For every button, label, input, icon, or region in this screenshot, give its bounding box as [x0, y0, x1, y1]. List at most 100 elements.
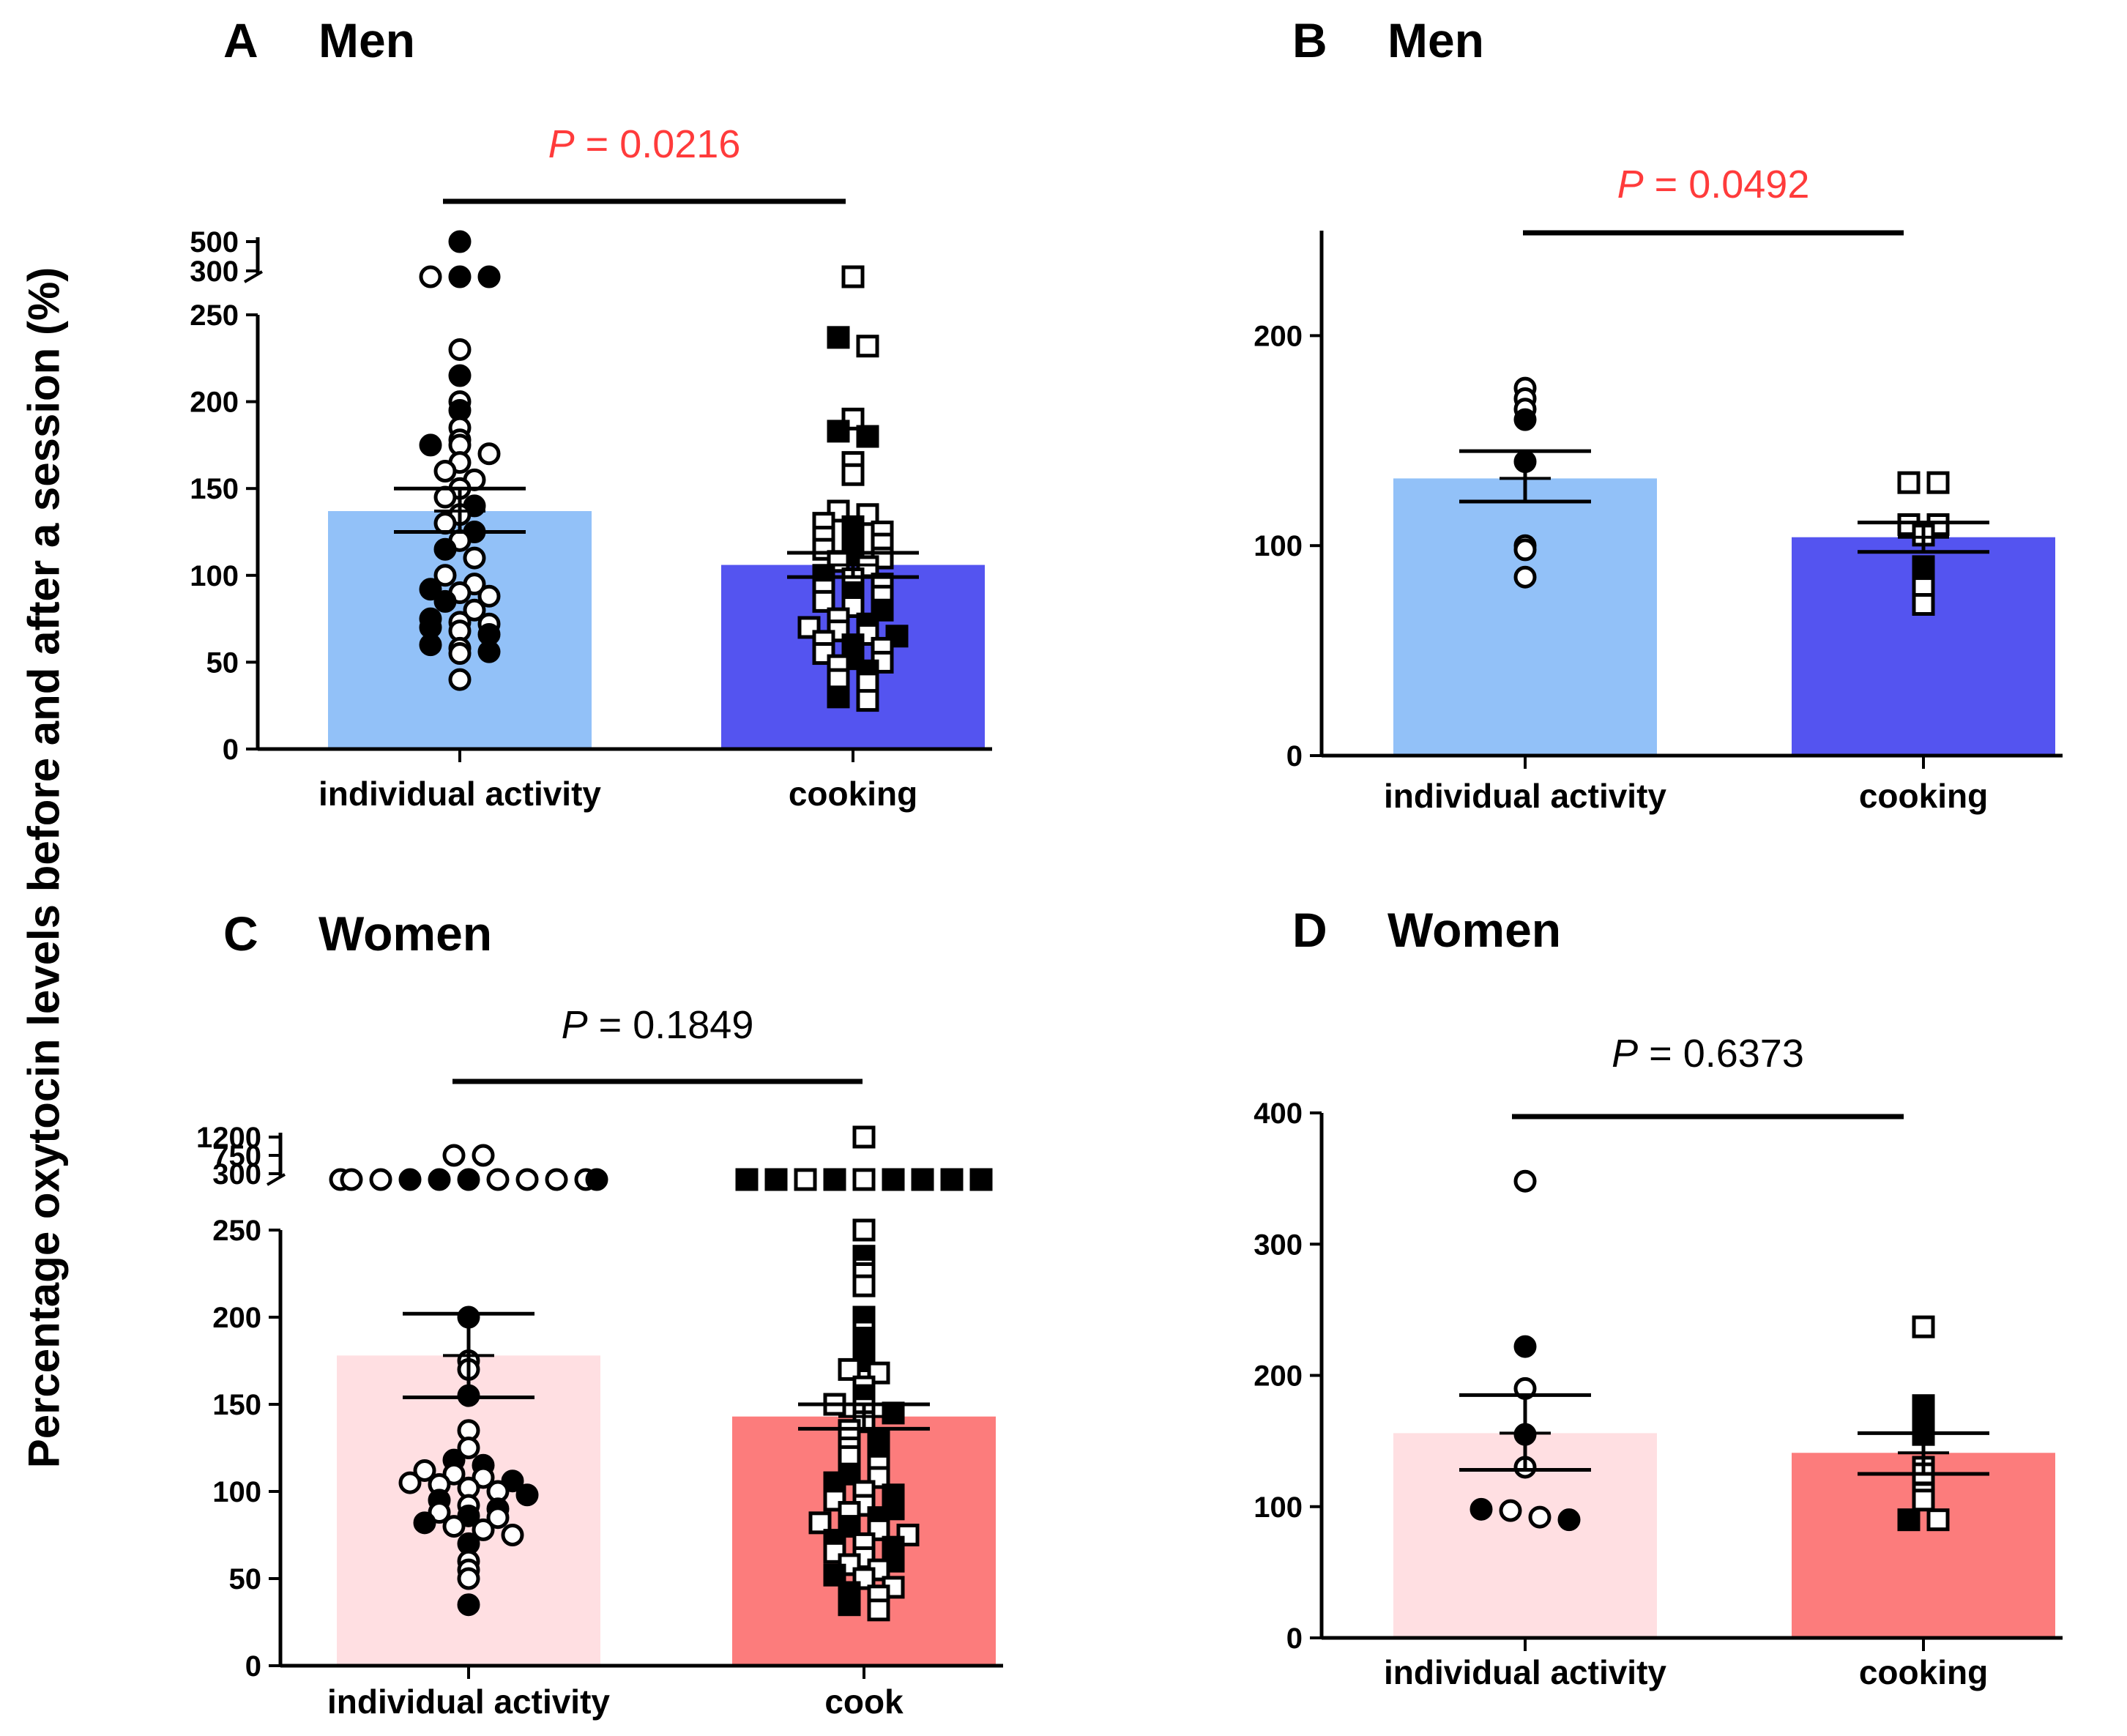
point-c-1-24	[472, 1466, 495, 1489]
y-tick-label-upper-c-300: 300	[212, 1158, 261, 1191]
y-tick-label-a-150: 150	[190, 473, 239, 505]
panel-title-c: Women	[319, 906, 492, 961]
point-a-1-5	[448, 338, 472, 361]
point-c-2-20	[838, 1357, 861, 1381]
point-b-1-8	[1513, 565, 1537, 589]
point-c-1-39	[472, 1518, 495, 1541]
point-c-2-6	[852, 1168, 876, 1191]
y-tick-label-c-150: 150	[212, 1389, 261, 1421]
point-a-1-32	[463, 598, 486, 622]
point-a-1-26	[433, 564, 457, 587]
point-a-2-40	[812, 642, 835, 666]
global-y-axis-label: Percentage oxytocin levels before and af…	[19, 267, 69, 1469]
panel-title-b: Men	[1387, 13, 1484, 67]
p-value-d: P = 0.6373	[1612, 1032, 1804, 1076]
y-tick-label-upper-a-500: 500	[190, 226, 239, 258]
point-a-1-30	[477, 584, 501, 608]
y-tick-label-a-50: 50	[206, 647, 239, 679]
point-b-2-1	[1897, 471, 1921, 494]
point-a-1-24	[433, 537, 457, 561]
point-c-1-4	[340, 1168, 363, 1191]
point-c-1-5	[369, 1168, 392, 1191]
point-a-2-5	[827, 420, 850, 443]
x-tick-label-a-1: individual activity	[319, 775, 601, 813]
point-a-2-30	[871, 598, 894, 622]
point-c-2-26	[882, 1401, 905, 1425]
y-tick-label-c-0: 0	[245, 1650, 261, 1683]
point-a-1-25	[463, 546, 486, 570]
y-tick-label-b-0: 0	[1286, 740, 1303, 772]
y-tick-label-d-200: 200	[1254, 1360, 1303, 1393]
point-a-1-11	[419, 433, 442, 457]
point-d-1-1	[1513, 1169, 1537, 1193]
p-value-symbol-c: P	[562, 1003, 588, 1047]
point-c-1-1	[442, 1144, 466, 1167]
point-a-2-10	[856, 503, 879, 526]
panel-letter-c: C	[223, 906, 258, 961]
point-c-1-23	[442, 1462, 466, 1486]
point-c-1-40	[501, 1524, 524, 1546]
y-tick-label-a-250: 250	[190, 299, 239, 332]
point-c-2-11	[852, 1218, 876, 1242]
point-d-2-2	[1912, 1394, 1935, 1418]
y-tick-label-c-250: 250	[212, 1215, 261, 1247]
point-a-2-48	[856, 689, 879, 712]
point-a-1-2	[419, 265, 442, 288]
point-d-1-6	[1469, 1497, 1493, 1521]
point-a-1-28	[419, 578, 442, 601]
y-tick-label-a-200: 200	[190, 387, 239, 419]
point-a-2-1	[841, 265, 865, 288]
point-b-2-6	[1912, 555, 1935, 578]
y-axis-break-mark-c	[266, 1173, 286, 1186]
point-c-1-9	[486, 1168, 510, 1191]
point-c-1-44	[457, 1567, 480, 1590]
p-value-c: P = 0.1849	[562, 1003, 754, 1047]
point-c-1-26	[398, 1471, 422, 1494]
x-tick-label-b-2: cooking	[1859, 777, 1988, 815]
y-tick-label-d-100: 100	[1254, 1491, 1303, 1524]
point-c-2-18	[852, 1327, 876, 1350]
point-c-2-62	[867, 1598, 890, 1622]
point-c-1-19	[457, 1437, 480, 1459]
point-a-1-18	[433, 485, 457, 509]
point-c-1-30	[515, 1483, 539, 1507]
point-d-1-7	[1499, 1499, 1522, 1522]
point-c-1-37	[413, 1511, 436, 1535]
point-c-2-1	[852, 1125, 876, 1149]
p-value-a: P = 0.0216	[548, 122, 741, 166]
p-value-number-a: = 0.0216	[575, 122, 741, 166]
y-tick-label-upper-c-1200: 1200	[196, 1122, 261, 1154]
panel-title-d: Women	[1387, 903, 1561, 957]
point-b-2-8	[1912, 593, 1935, 616]
point-a-1-4	[477, 265, 501, 288]
point-d-1-2	[1513, 1335, 1537, 1358]
point-c-2-15	[852, 1274, 876, 1297]
point-c-1-7	[428, 1168, 451, 1191]
point-c-1-8	[457, 1168, 480, 1191]
point-a-1-31	[433, 589, 457, 613]
y-tick-label-c-200: 200	[212, 1302, 261, 1334]
point-c-1-10	[515, 1168, 539, 1191]
point-a-1-1	[448, 230, 472, 253]
point-d-1-8	[1528, 1505, 1552, 1529]
points-a	[419, 230, 909, 712]
point-a-2-2	[827, 326, 850, 349]
x-tick-label-b-1: individual activity	[1384, 777, 1666, 815]
point-b-1-4	[1513, 408, 1537, 431]
panel-letter-b: B	[1292, 13, 1327, 67]
p-value-symbol-d: P	[1612, 1032, 1638, 1076]
point-a-2-47	[827, 685, 850, 709]
point-c-2-2	[735, 1168, 759, 1191]
y-tick-label-d-300: 300	[1254, 1229, 1303, 1261]
point-a-1-3	[448, 265, 472, 288]
x-tick-label-c-2: cook	[824, 1683, 904, 1721]
point-c-1-34	[428, 1501, 451, 1524]
point-c-1-45	[457, 1593, 480, 1617]
x-tick-label-d-2: cooking	[1859, 1653, 1988, 1691]
panel-letter-d: D	[1292, 903, 1327, 957]
y-tick-label-c-100: 100	[212, 1476, 261, 1508]
y-tick-label-a-0: 0	[223, 734, 239, 766]
y-tick-label-b-200: 200	[1254, 320, 1303, 352]
